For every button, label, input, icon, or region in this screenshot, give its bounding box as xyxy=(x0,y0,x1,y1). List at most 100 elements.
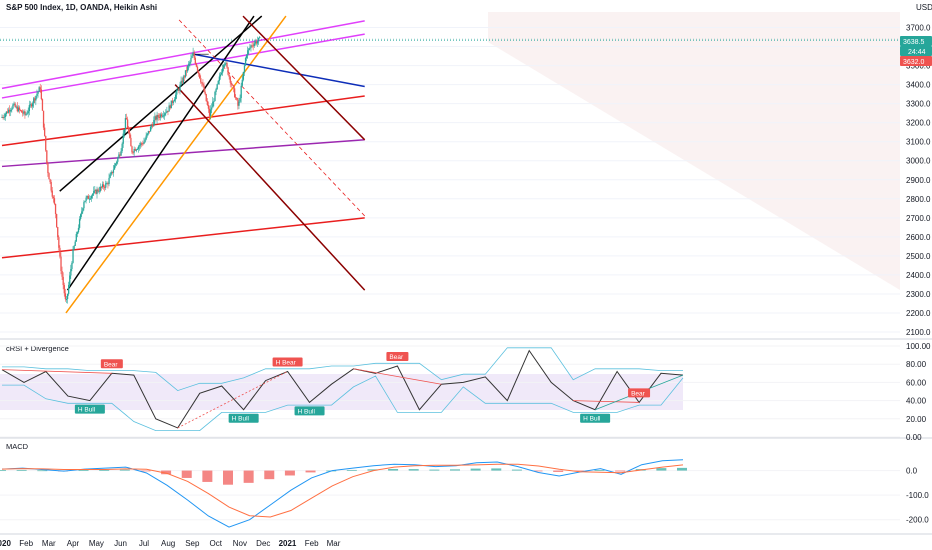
candle-body xyxy=(21,110,23,113)
price-tick-label: 3400.0 xyxy=(906,81,931,90)
macd-line xyxy=(1,459,684,528)
candle-body xyxy=(216,84,218,90)
candle-body xyxy=(227,67,229,75)
candle-body xyxy=(18,107,21,110)
candle-body xyxy=(171,100,174,103)
candle-body xyxy=(46,150,48,164)
candle-body xyxy=(117,157,119,162)
candle-body xyxy=(252,45,254,47)
orange-support-line xyxy=(65,15,287,314)
candle-body xyxy=(29,104,32,106)
candle-body xyxy=(219,74,222,77)
macd-histogram-bar xyxy=(140,470,151,472)
candle-body xyxy=(54,203,57,214)
candle-body xyxy=(120,151,122,156)
candle-body xyxy=(193,52,195,59)
darkred-upper-channel-line xyxy=(242,15,366,141)
macd-histogram-bar xyxy=(511,469,522,471)
candle-body xyxy=(143,141,145,144)
candle-body xyxy=(220,72,223,75)
candle-body xyxy=(244,58,247,66)
candle-body xyxy=(74,241,76,246)
rsi-tick-label: 60.00 xyxy=(906,378,927,387)
candle-body xyxy=(177,89,179,91)
candle-body xyxy=(41,99,44,111)
candle-body xyxy=(63,285,65,294)
candle-body xyxy=(247,50,249,56)
candle-body xyxy=(65,299,68,301)
candle-body xyxy=(157,114,159,117)
candle-body xyxy=(50,182,52,191)
candle-body xyxy=(78,218,81,228)
candle-body xyxy=(23,111,25,114)
black-upper-channel-line xyxy=(59,15,263,192)
candle-body xyxy=(149,126,152,132)
rsi-signal-tag xyxy=(272,357,303,367)
macd-histogram-bar xyxy=(16,469,27,471)
main-price-axis: 2100.0 2200.0 2300.0 2400.0 2500.0 2600.0 2700… xyxy=(906,24,931,337)
candle-body xyxy=(161,115,164,117)
candle-body xyxy=(100,186,103,188)
candle-body xyxy=(59,247,61,257)
candle-body xyxy=(184,70,187,77)
candle-body xyxy=(13,103,15,105)
red-dashed-median-line xyxy=(178,19,365,217)
candle-body xyxy=(40,89,43,100)
candle-body xyxy=(124,118,127,130)
macd-tick-label: -100.0 xyxy=(906,491,929,500)
candle-body xyxy=(48,173,50,180)
candle-body xyxy=(190,58,192,62)
candle-body xyxy=(80,214,82,219)
rsi-tick-label: 40.00 xyxy=(906,397,927,406)
candle-body xyxy=(183,76,186,78)
candle-body xyxy=(256,41,259,44)
time-axis: 2020 Feb Mar Apr May Jun Jul Aug Sep Oct Nov Dec 202… xyxy=(0,539,341,548)
candle-body xyxy=(243,65,246,72)
candle-body xyxy=(113,165,116,170)
candle-body xyxy=(226,62,228,68)
candle-body xyxy=(77,227,80,233)
candle-body xyxy=(211,107,213,110)
candle-body xyxy=(218,76,221,81)
main-grid xyxy=(0,27,900,333)
rsi-pane-title: cRSI + Divergence xyxy=(6,344,69,353)
candle-body xyxy=(122,133,124,144)
candle-body xyxy=(138,145,141,147)
candle-body xyxy=(90,195,93,199)
rsi-signal-text: H Bull xyxy=(78,407,96,414)
candle-body xyxy=(49,179,51,183)
trendlines xyxy=(1,15,366,314)
candle-body xyxy=(185,70,188,72)
candle-body xyxy=(255,41,258,44)
rsi-upper-band xyxy=(2,347,683,392)
price-tag-last: 3632.0 xyxy=(900,56,932,66)
candle-body xyxy=(7,109,10,113)
candle-body xyxy=(200,78,202,83)
time-tick-label: Oct xyxy=(209,539,222,548)
macd-histogram-bar xyxy=(367,469,378,471)
macd-tick-label: -200.0 xyxy=(906,516,929,525)
candle-body xyxy=(9,109,11,112)
candle-body xyxy=(73,245,75,250)
candle-body xyxy=(241,79,243,86)
time-tick-label: Mar xyxy=(327,539,341,548)
candle-body xyxy=(17,107,20,112)
candle-body xyxy=(191,55,193,59)
candle-body xyxy=(10,109,12,112)
candle-body xyxy=(238,101,240,106)
candle-body xyxy=(81,211,83,215)
macd-histogram-bar xyxy=(656,468,667,471)
candle-body xyxy=(61,270,63,277)
macd-histogram-bar xyxy=(615,470,626,472)
price-tick-label: 3000.0 xyxy=(906,157,931,166)
candle-body xyxy=(45,135,47,151)
candle-body xyxy=(94,189,96,191)
candle-body xyxy=(25,114,27,116)
candle-body xyxy=(237,99,239,106)
price-tick-label: 2900.0 xyxy=(906,176,931,185)
candle-body xyxy=(176,90,178,95)
candle-body xyxy=(160,114,163,117)
candle-body xyxy=(167,110,169,112)
candle-body xyxy=(87,195,89,199)
